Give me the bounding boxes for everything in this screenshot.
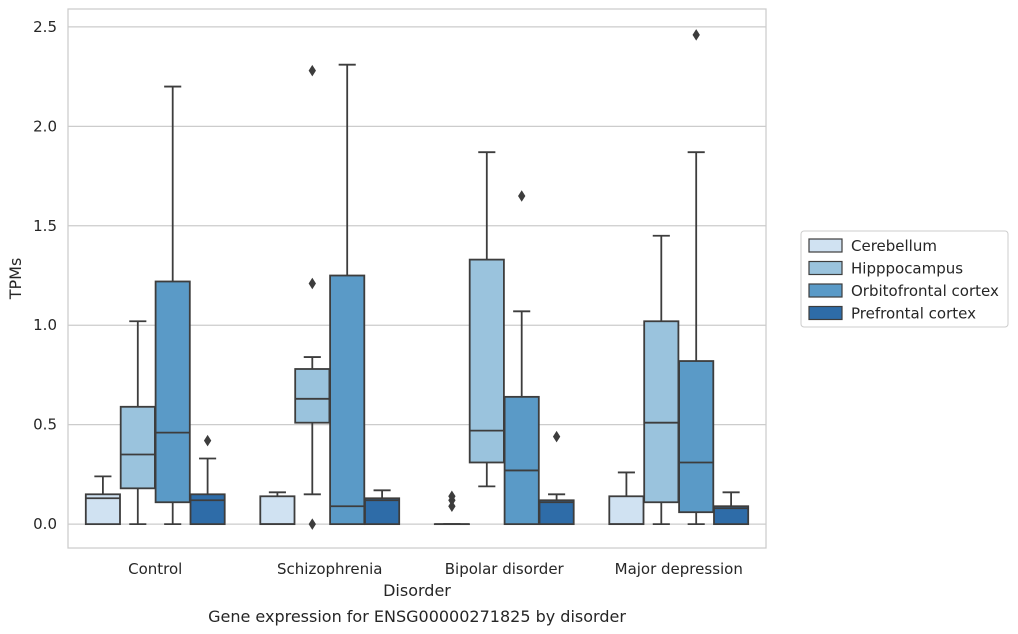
x-axis-title: Disorder (383, 581, 451, 600)
box-prefrontal-cortex (713, 491, 750, 526)
box-prefrontal-cortex (189, 434, 226, 526)
outlier-point (692, 29, 700, 41)
box-orbitofrontal-cortex (154, 85, 191, 526)
outlier-point (308, 518, 316, 530)
outlier-point (203, 434, 212, 447)
y-tick-label: 2.0 (33, 117, 57, 135)
box-body (154, 280, 191, 504)
box-cerebellum (608, 471, 645, 526)
x-axis-ticks: Control Schizophrenia Bipolar disorder Majo… (128, 560, 743, 578)
box-cerebellum (259, 491, 296, 526)
y-axis-title: TPMs (6, 258, 25, 301)
outlier-point (308, 277, 316, 290)
x-tick-label: Bipolar disorder (445, 560, 565, 578)
box-body (329, 274, 366, 526)
outlier-point (448, 490, 456, 503)
legend-label: Cerebellum (851, 237, 937, 255)
box-hipppocampus (468, 151, 505, 488)
y-tick-label: 2.5 (33, 18, 57, 36)
legend-label: Hipppocampus (851, 260, 963, 278)
box-body (678, 360, 715, 514)
box-body (608, 495, 645, 526)
y-tick-label: 0.0 (33, 515, 57, 533)
box-body (538, 499, 575, 526)
box-hipppocampus (119, 320, 156, 526)
x-tick-label: Major depression (615, 560, 743, 578)
y-tick-label: 1.5 (33, 217, 57, 235)
legend-swatch (808, 260, 843, 276)
legend: Cerebellum Hipppocampus Orbitofrontal cort… (800, 230, 1009, 328)
box-orbitofrontal-cortex (678, 29, 715, 526)
plot-frame (67, 8, 767, 549)
legend-label: Prefrontal cortex (851, 305, 976, 323)
box-body (189, 493, 226, 526)
outlier-point (552, 430, 561, 443)
box-prefrontal-cortex (364, 489, 401, 526)
box-body (259, 495, 296, 526)
box-plot-series (84, 29, 750, 530)
outlier-point (448, 500, 456, 512)
legend-frame (800, 230, 1009, 328)
legend-swatch (808, 283, 843, 298)
box-cerebellum (433, 490, 470, 526)
box-body (503, 395, 540, 526)
box-hipppocampus (643, 234, 680, 526)
box-prefrontal-cortex (538, 430, 575, 526)
box-body (119, 405, 156, 490)
box-body (84, 493, 121, 526)
figure-caption: Gene expression for ENSG00000271825 by d… (208, 607, 626, 626)
x-tick-label: Control (128, 560, 182, 578)
legend-swatch (808, 238, 843, 253)
outlier-point (308, 64, 316, 77)
box-orbitofrontal-cortex (503, 190, 540, 526)
y-axis-ticks: 0.0 0.5 1.0 1.5 2.0 2.5 (33, 18, 57, 533)
outlier-point (518, 190, 526, 202)
box-body (468, 258, 505, 464)
legend-label: Orbitofrontal cortex (851, 282, 999, 300)
y-tick-label: 0.5 (33, 416, 57, 434)
box-body (643, 320, 680, 504)
box-body (364, 497, 401, 526)
box-hipppocampus (294, 64, 331, 530)
legend-swatch (808, 305, 843, 321)
box-cerebellum (84, 475, 121, 526)
y-tick-label: 1.0 (33, 316, 57, 334)
box-body (294, 368, 331, 424)
box-orbitofrontal-cortex (329, 63, 366, 526)
box-body (713, 505, 750, 526)
x-tick-label: Schizophrenia (277, 560, 382, 578)
